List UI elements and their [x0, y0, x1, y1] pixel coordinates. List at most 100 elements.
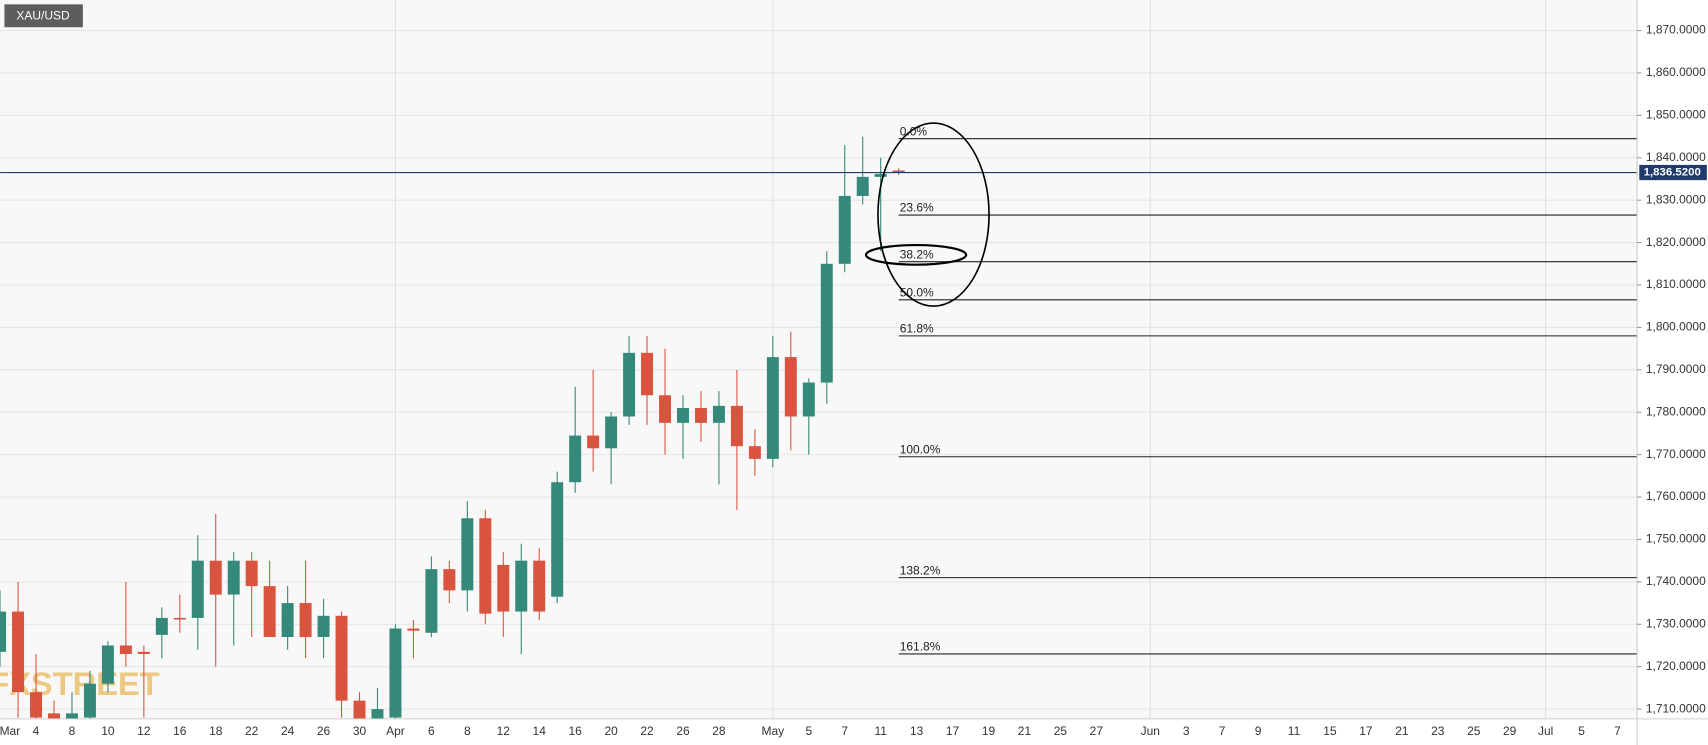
candle-body: [694, 407, 707, 423]
symbol-label: XAU/USD: [16, 9, 70, 23]
x-tick-label: 29: [1503, 724, 1517, 738]
candle-body: [623, 352, 636, 417]
x-tick-label: 30: [353, 724, 367, 738]
candle-body: [677, 407, 689, 423]
candle-body: [659, 395, 672, 423]
x-tick-label: 5: [1578, 724, 1585, 738]
x-tick-label: 21: [1018, 724, 1032, 738]
symbol-badge[interactable]: [4, 4, 83, 28]
watermark: FXSTREET: [0, 665, 160, 702]
x-tick-label: 19: [982, 724, 996, 738]
x-tick-label: 25: [1054, 724, 1068, 738]
y-tick-label: 1,780.0000: [1646, 404, 1706, 418]
candle-body: [641, 352, 654, 396]
candle-body: [30, 692, 43, 718]
x-tick-label: 8: [464, 724, 471, 738]
candle-body: [173, 617, 186, 620]
x-tick-label: 12: [497, 724, 511, 738]
candle-body: [461, 518, 474, 591]
y-tick-label: 1,720.0000: [1646, 659, 1706, 673]
x-tick-label: 5: [805, 724, 812, 738]
candle-body: [155, 617, 168, 635]
fib-label: 138.2%: [900, 563, 941, 577]
candle-body: [820, 263, 833, 383]
x-tick-label: 26: [317, 724, 331, 738]
x-tick-label: 11: [874, 724, 887, 738]
annotation-ellipse: [864, 243, 968, 266]
candle-body: [137, 651, 150, 654]
y-tick-label: 1,750.0000: [1646, 532, 1706, 546]
candle-body: [335, 615, 348, 701]
plot-area: 0.0%23.6%38.2%50.0%61.8%100.0%138.2%161.…: [0, 124, 1638, 719]
x-tick-label: 7: [841, 724, 848, 738]
x-tick-label: 28: [712, 724, 726, 738]
plot-background: [0, 0, 1637, 719]
x-tick-label: 14: [533, 724, 547, 738]
candle-body: [712, 405, 725, 423]
candle-body: [515, 560, 528, 612]
candle-body: [83, 683, 96, 718]
y-tick-label: 1,710.0000: [1646, 701, 1706, 715]
x-tick-label: 3: [1183, 724, 1190, 738]
x-tick-label: 11: [1288, 724, 1301, 738]
x-tick-label: 18: [209, 724, 223, 738]
candle-body: [353, 700, 366, 719]
x-tick-label: 24: [281, 724, 295, 738]
y-tick-label: 1,860.0000: [1646, 65, 1706, 79]
x-tick-label: 20: [604, 724, 618, 738]
x-tick-label: 7: [1614, 724, 1621, 738]
last-price-box: [1639, 164, 1707, 181]
y-tick-label: 1,810.0000: [1646, 277, 1706, 291]
y-tick-label: 1,790.0000: [1646, 362, 1706, 376]
x-tick-label: 17: [1359, 724, 1373, 738]
y-tick-label: 1,800.0000: [1646, 320, 1706, 334]
x-tick-label: 16: [173, 724, 187, 738]
candle-body: [425, 569, 438, 633]
candle-body: [892, 170, 905, 173]
x-tick-label: 12: [137, 724, 151, 738]
candle-body: [263, 586, 276, 638]
candle-body: [317, 615, 330, 638]
x-tick-label: 16: [569, 724, 583, 738]
x-tick-label: 8: [69, 724, 76, 738]
axes: 1,710.0000 1,720.0000 1,730.0000 1,740.0000…: [0, 23, 1707, 738]
annotation-ellipse: [877, 122, 990, 307]
fib-label: 100.0%: [900, 442, 941, 456]
x-tick-label: 17: [946, 724, 960, 738]
x-tick-label: 15: [1323, 724, 1337, 738]
y-tick-label: 1,830.0000: [1646, 192, 1706, 206]
y-tick-label: 1,730.0000: [1646, 616, 1706, 630]
candle-body: [65, 713, 78, 719]
candle-body: [0, 611, 7, 652]
x-tick-label: 9: [1255, 724, 1262, 738]
y-tick-label: 1,850.0000: [1646, 108, 1706, 122]
candle-body: [802, 382, 815, 417]
y-tick-label: 1,820.0000: [1646, 235, 1706, 249]
grid: [0, 0, 1638, 719]
x-tick-label: 4: [33, 724, 40, 738]
candle-body: [533, 560, 546, 612]
candle-body: [245, 560, 258, 587]
candle-body: [766, 357, 779, 459]
x-tick-label: Apr: [386, 724, 405, 738]
x-tick-label: Mar: [0, 724, 20, 738]
x-tick-label: May: [762, 724, 785, 738]
x-tick-label: 6: [428, 724, 435, 738]
candle-body: [838, 195, 851, 264]
candle-body: [497, 564, 510, 612]
x-tick-label: 27: [1090, 724, 1104, 738]
candle-body: [587, 435, 600, 449]
x-tick-label: 22: [245, 724, 259, 738]
x-tick-label: 21: [1395, 724, 1409, 738]
fib-label: 23.6%: [900, 201, 934, 215]
x-tick-label: 26: [676, 724, 690, 738]
y-tick-label: 1,840.0000: [1646, 150, 1706, 164]
candle-body: [784, 357, 797, 417]
candle-body: [119, 645, 132, 654]
y-tick-label: 1,770.0000: [1646, 447, 1706, 461]
x-tick-label: Jul: [1538, 724, 1553, 738]
candle-body: [48, 713, 60, 719]
candle-body: [551, 482, 564, 597]
